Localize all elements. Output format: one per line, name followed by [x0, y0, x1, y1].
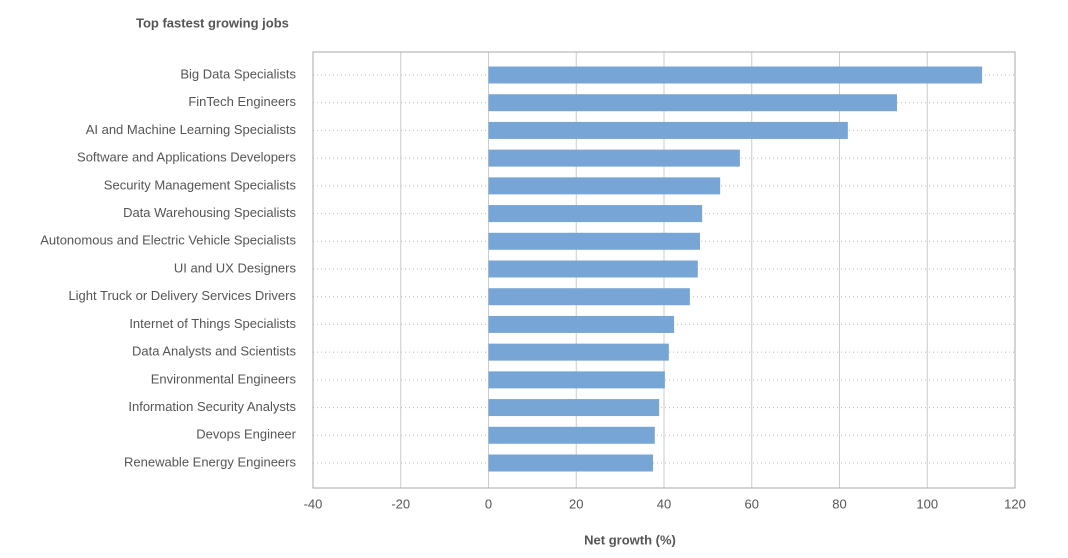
- y-tick-label: Renewable Energy Engineers: [124, 454, 296, 469]
- y-tick-label: UI and UX Designers: [174, 260, 297, 275]
- bar: [488, 205, 703, 223]
- y-tick-label: Software and Applications Developers: [77, 150, 296, 165]
- y-tick-label: Devops Engineer: [196, 427, 296, 442]
- bar: [488, 288, 690, 306]
- y-tick-label: AI and Machine Learning Specialists: [86, 122, 297, 137]
- y-tick-label: Autonomous and Electric Vehicle Speciali…: [40, 233, 296, 248]
- bar: [488, 315, 675, 333]
- y-tick-label: Data Warehousing Specialists: [123, 205, 296, 220]
- x-tick-label: 100: [916, 496, 938, 511]
- x-tick-label: -40: [304, 496, 323, 511]
- x-tick-label: 0: [485, 496, 492, 511]
- x-tick-label: -20: [391, 496, 410, 511]
- bar: [488, 426, 655, 444]
- y-tick-label: Environmental Engineers: [151, 371, 297, 386]
- bar: [488, 177, 721, 195]
- x-tick-label: 40: [657, 496, 671, 511]
- bar: [488, 232, 700, 250]
- y-tick-label: Big Data Specialists: [180, 66, 296, 81]
- bar: [488, 149, 740, 167]
- y-tick-label: Security Management Specialists: [104, 177, 297, 192]
- x-tick-label: 20: [569, 496, 583, 511]
- bar: [488, 399, 660, 417]
- x-tick-label: 120: [1004, 496, 1026, 511]
- y-tick-label: Data Analysts and Scientists: [132, 344, 297, 359]
- x-tick-label: 80: [832, 496, 846, 511]
- bar: [488, 371, 665, 389]
- bar: [488, 343, 669, 361]
- y-tick-label: Light Truck or Delivery Services Drivers: [68, 288, 296, 303]
- bar: [488, 94, 897, 112]
- x-tick-label: 60: [745, 496, 759, 511]
- x-axis-title: Net growth (%): [584, 532, 676, 547]
- bar: [488, 454, 654, 472]
- bar: [488, 121, 848, 139]
- y-tick-label: FinTech Engineers: [188, 94, 296, 109]
- y-tick-label: Internet of Things Specialists: [129, 316, 296, 331]
- bars: [488, 66, 983, 472]
- bar: [488, 66, 983, 84]
- bar: [488, 260, 698, 278]
- chart-title: Top fastest growing jobs: [136, 15, 289, 30]
- plot-frame: [312, 51, 1016, 489]
- y-tick-label: Information Security Analysts: [128, 399, 296, 414]
